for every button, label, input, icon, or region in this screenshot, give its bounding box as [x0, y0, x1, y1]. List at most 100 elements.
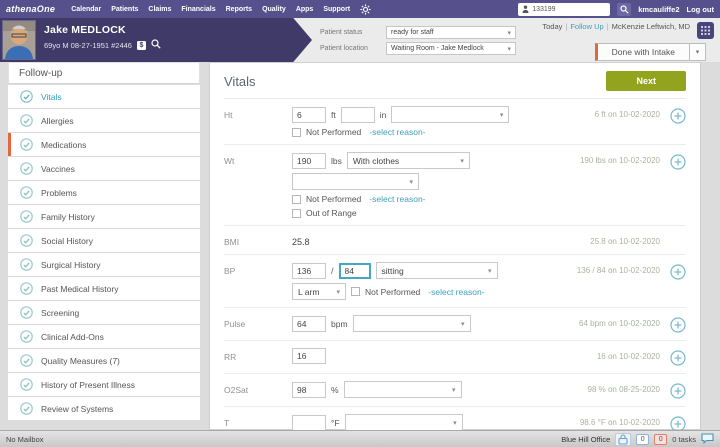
sidebar-item-social-history[interactable]: Social History — [8, 229, 200, 252]
pulse-input[interactable] — [292, 315, 326, 332]
patient-search-icon[interactable] — [151, 39, 161, 51]
patient-photo[interactable] — [2, 20, 36, 60]
done-with-intake-group: Done with Intake ▾ — [594, 43, 706, 61]
wt-history: 190 lbs on 10-02-2020 — [579, 156, 660, 165]
bp-select-reason-link[interactable]: -select reason- — [428, 286, 485, 297]
search-input[interactable] — [532, 5, 603, 13]
sidebar-item-vaccines[interactable]: Vaccines — [8, 157, 200, 180]
bp-not-performed-checkbox[interactable] — [351, 287, 360, 296]
sidebar-item-screening[interactable]: Screening — [8, 301, 200, 324]
sidebar-item-label: Past Medical History — [41, 283, 119, 294]
sidebar-item-allergies[interactable]: Allergies — [8, 109, 200, 132]
vitals-panel: Vitals Next Ht ft in ▾ Not P — [209, 62, 701, 432]
wt-qualifier2-select[interactable]: ▾ — [292, 173, 419, 190]
office-name[interactable]: Blue Hill Office — [561, 434, 611, 444]
patient-details: 69yo M 08-27-1951 #2446 $ — [44, 39, 161, 51]
ht-label: Ht — [224, 110, 233, 120]
encounter-provider: McKenzie Leftwich, MD — [611, 22, 690, 31]
o2sat-input[interactable] — [292, 381, 326, 398]
lock-icon[interactable] — [615, 432, 632, 446]
ht-in-input[interactable] — [340, 106, 375, 123]
bmi-history: 25.8 on 10-02-2020 — [590, 237, 660, 246]
main-content: Follow-up Vitals Allergies Medications V… — [0, 62, 720, 432]
check-circle-icon — [20, 378, 33, 391]
sidebar-item-review-of-systems[interactable]: Review of Systems — [8, 397, 200, 420]
bp-site-select[interactable]: L arm ▾ — [292, 283, 346, 300]
search-icon[interactable] — [617, 2, 632, 16]
nav-patients[interactable]: Patients — [111, 5, 139, 13]
pulse-add-icon[interactable] — [670, 317, 686, 333]
nav-calendar[interactable]: Calendar — [71, 5, 102, 13]
task-count-badge[interactable]: 0 — [636, 433, 650, 445]
sidebar-item-problems[interactable]: Problems — [8, 181, 200, 204]
wt-input[interactable] — [292, 152, 326, 169]
check-circle-icon — [20, 330, 33, 343]
gear-icon[interactable] — [360, 3, 371, 15]
sidebar-item-label: Quality Measures (7) — [41, 355, 120, 366]
nav-support[interactable]: Support — [323, 5, 351, 13]
t-qualifier-select[interactable]: ▾ — [344, 414, 463, 431]
nav-quality[interactable]: Quality — [262, 5, 286, 13]
patient-status-select[interactable]: ready for staff ▾ — [386, 26, 516, 39]
not-performed-label: Not Performed — [306, 194, 362, 204]
ht-qualifier-select[interactable]: ▾ — [391, 106, 510, 123]
rr-add-icon[interactable] — [670, 350, 686, 366]
bp-add-icon[interactable] — [670, 264, 686, 300]
sidebar-item-label: Vaccines — [41, 163, 75, 174]
apps-grid-icon[interactable] — [697, 22, 714, 39]
bp-systolic-input[interactable] — [292, 262, 326, 279]
nav-financials[interactable]: Financials — [181, 5, 216, 13]
wt-select-reason-link[interactable]: -select reason- — [369, 194, 426, 204]
ht-ft-input[interactable] — [292, 106, 326, 123]
logout-link[interactable]: Log out — [686, 4, 715, 14]
ht-not-performed-checkbox[interactable] — [292, 127, 301, 137]
rr-label: RR — [224, 352, 237, 362]
caret-down-icon: ▾ — [488, 267, 492, 275]
o2sat-history: 98 % on 08-25-2020 — [587, 385, 661, 394]
next-button[interactable]: Next — [606, 71, 686, 91]
bp-diastolic-input[interactable] — [338, 262, 371, 279]
sidebar-item-quality-measures[interactable]: Quality Measures (7) — [8, 349, 200, 372]
vitals-row-ht: Ht ft in ▾ Not Performed -select reason- — [224, 99, 686, 145]
sidebar-item-clinical-add-ons[interactable]: Clinical Add-Ons — [8, 325, 200, 348]
sidebar-item-surgical-history[interactable]: Surgical History — [8, 253, 200, 276]
chat-icon[interactable] — [701, 432, 714, 446]
wt-out-of-range-checkbox[interactable] — [292, 208, 301, 218]
vitals-row-t: T °F ▾ 98.6 °F on 10-02-2020 — [224, 407, 686, 439]
nav-apps[interactable]: Apps — [295, 5, 314, 13]
vitals-row-rr: RR 16 on 10-02-2020 — [224, 341, 686, 374]
tasks-label[interactable]: 0 tasks — [672, 434, 696, 444]
t-input[interactable] — [292, 414, 326, 431]
o2sat-qualifier-select[interactable]: ▾ — [343, 381, 462, 398]
sidebar-item-family-history[interactable]: Family History — [8, 205, 200, 228]
alert-count-badge[interactable]: 0 — [654, 433, 668, 445]
pulse-qualifier-select[interactable]: ▾ — [352, 315, 471, 332]
encounter-breadcrumb: Today | Follow Up | McKenzie Leftwich, M… — [542, 22, 690, 31]
mailbox-status[interactable]: No Mailbox — [6, 434, 44, 444]
wt-not-performed-checkbox[interactable] — [292, 194, 301, 204]
rr-input[interactable] — [292, 348, 326, 364]
ht-add-icon[interactable] — [670, 108, 686, 137]
billing-icon[interactable]: $ — [136, 40, 146, 50]
ht-select-reason-link[interactable]: -select reason- — [369, 127, 426, 137]
o2sat-add-icon[interactable] — [670, 383, 686, 399]
patient-search-box[interactable] — [518, 2, 611, 16]
status-bar: No Mailbox Blue Hill Office 0 0 0 tasks — [0, 430, 720, 447]
encounter-type-link[interactable]: Follow Up — [570, 22, 604, 31]
sidebar-item-medications[interactable]: Medications — [8, 133, 200, 156]
patient-location-select[interactable]: Waiting Room - Jake Medlock ▾ — [386, 42, 516, 55]
done-with-intake-caret[interactable]: ▾ — [690, 43, 706, 61]
bp-site-value: L arm — [298, 286, 320, 297]
nav-claims[interactable]: Claims — [148, 5, 172, 13]
sidebar-item-vitals[interactable]: Vitals — [8, 85, 200, 108]
done-with-intake-button[interactable]: Done with Intake — [594, 43, 690, 61]
sidebar-item-history-of-present-illness[interactable]: History of Present Illness — [8, 373, 200, 396]
wt-qualifier-select[interactable]: With clothes ▾ — [346, 152, 470, 169]
nav-reports[interactable]: Reports — [225, 5, 253, 13]
bp-position-select[interactable]: sitting ▾ — [375, 262, 498, 279]
username-menu[interactable]: kmcauliffe2 — [638, 4, 680, 14]
ht-in-unit: in — [379, 109, 387, 120]
sidebar-item-past-medical-history[interactable]: Past Medical History — [8, 277, 200, 300]
wt-qualifier-value: With clothes — [352, 155, 400, 166]
wt-add-icon[interactable] — [670, 154, 686, 218]
